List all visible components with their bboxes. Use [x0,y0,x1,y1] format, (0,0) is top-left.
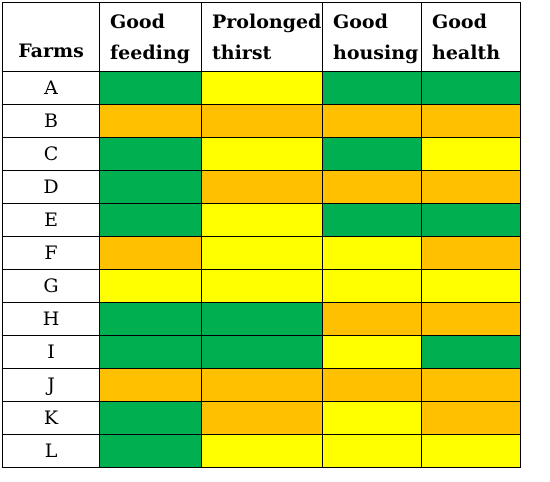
rating-cell [201,335,323,369]
rating-cell [201,104,323,138]
rating-cell [201,368,323,402]
rating-cell [421,434,521,468]
rating-cell [421,104,521,138]
rating-cell [99,401,202,435]
rating-cell [421,368,521,402]
rating-cell [201,170,323,204]
farm-welfare-table: Farms Good feeding Prolonged thirst Good… [2,2,521,468]
table-row: H [2,302,521,336]
farm-label: A [2,71,100,105]
table-row: D [2,170,521,204]
farm-label: K [2,401,100,435]
table-row: K [2,401,521,435]
table-row: B [2,104,521,138]
rating-cell [201,203,323,237]
rating-cell [201,302,323,336]
rating-cell [421,137,521,171]
rating-cell [322,368,422,402]
column-header-farms: Farms [2,2,100,72]
rating-cell [99,302,202,336]
table-row: G [2,269,521,303]
table-row: I [2,335,521,369]
rating-cell [99,137,202,171]
table-row: C [2,137,521,171]
rating-cell [421,71,521,105]
rating-cell [322,401,422,435]
rating-cell [421,302,521,336]
rating-cell [99,269,202,303]
rating-cell [322,203,422,237]
farm-label: C [2,137,100,171]
table-row: A [2,71,521,105]
rating-cell [421,269,521,303]
column-header-prolonged-thirst: Prolonged thirst [201,2,323,72]
column-header-good-housing: Good housing [322,2,422,72]
rating-cell [322,236,422,270]
rating-cell [322,170,422,204]
rating-cell [99,236,202,270]
rating-cell [322,137,422,171]
farm-label: G [2,269,100,303]
farm-label: F [2,236,100,270]
rating-cell [322,71,422,105]
rating-cell [201,137,323,171]
rating-cell [99,170,202,204]
farm-label: E [2,203,100,237]
rating-cell [99,104,202,138]
rating-cell [322,434,422,468]
farm-label: I [2,335,100,369]
table-row: J [2,368,521,402]
rating-cell [201,236,323,270]
table-row: E [2,203,521,237]
rating-cell [99,368,202,402]
rating-cell [322,335,422,369]
farm-label: L [2,434,100,468]
rating-cell [322,104,422,138]
rating-cell [421,236,521,270]
farm-label: D [2,170,100,204]
column-header-good-feeding: Good feeding [99,2,202,72]
rating-cell [99,203,202,237]
rating-cell [421,203,521,237]
rating-cell [99,335,202,369]
rating-cell [201,71,323,105]
rating-cell [99,434,202,468]
rating-cell [322,302,422,336]
table-row: F [2,236,521,270]
rating-cell [201,269,323,303]
rating-cell [99,71,202,105]
rating-cell [201,401,323,435]
farm-label: B [2,104,100,138]
header-row: Farms Good feeding Prolonged thirst Good… [2,2,521,72]
table-row: L [2,434,521,468]
table-body: A B C D E [2,71,521,468]
rating-cell [201,434,323,468]
rating-cell [421,170,521,204]
farm-label: J [2,368,100,402]
rating-cell [322,269,422,303]
rating-cell [421,335,521,369]
rating-cell [421,401,521,435]
farm-label: H [2,302,100,336]
column-header-good-health: Good health [421,2,521,72]
